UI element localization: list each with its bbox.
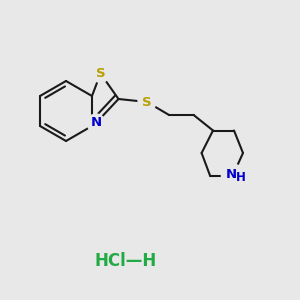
Text: HCl—H: HCl—H [95,252,157,270]
Circle shape [92,64,110,82]
Circle shape [138,93,156,111]
Circle shape [221,164,244,187]
Text: S: S [96,67,105,80]
Circle shape [87,114,105,132]
Text: N: N [90,116,102,130]
Text: N: N [226,168,237,182]
Text: H: H [236,171,246,184]
Text: S: S [142,95,152,109]
